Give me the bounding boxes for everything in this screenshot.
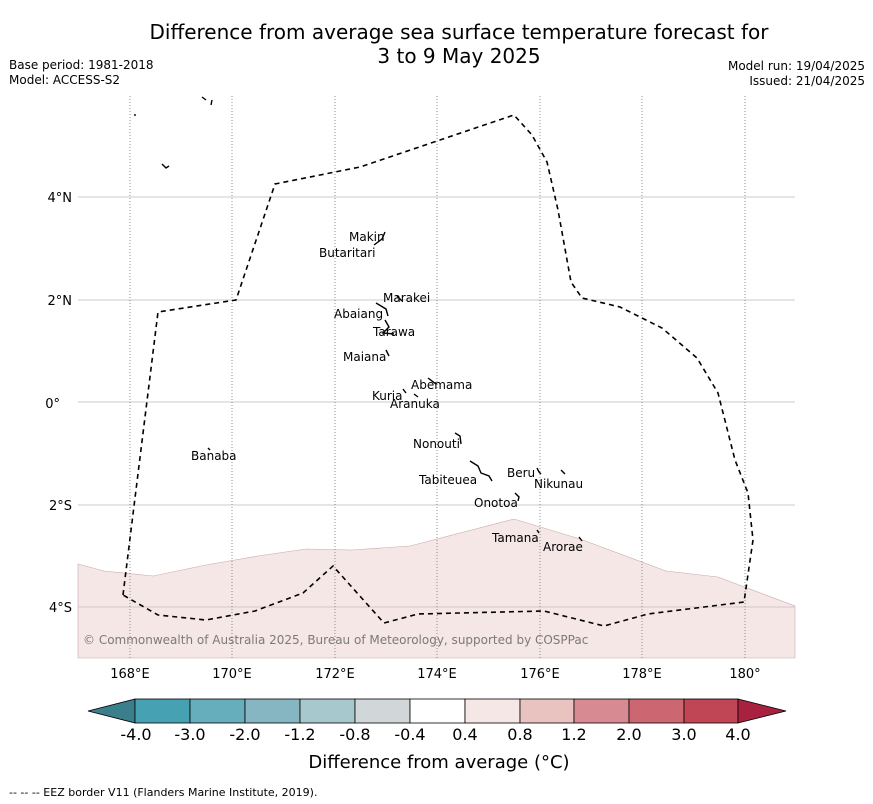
island-label-marakei: Marakei (383, 291, 430, 305)
colorbar-tick: -0.4 (394, 725, 425, 744)
island-label-maiana: Maiana (343, 350, 386, 364)
lat-gridlines (78, 196, 795, 608)
island-label-banaba: Banaba (191, 449, 237, 463)
y-tick-4n: 4°N (48, 191, 73, 206)
y-tick-2n: 2°N (48, 294, 73, 309)
colorbar-low-extension (87, 698, 136, 724)
island-label-nikunau: Nikunau (534, 477, 583, 491)
colorbar-tick: 4.0 (725, 725, 750, 744)
island-label-butaritari: Butaritari (319, 246, 376, 260)
colorbar-segment (299, 698, 356, 724)
colorbar-tick: -1.2 (284, 725, 315, 744)
colorbar-tick: 0.8 (507, 725, 532, 744)
x-tick-178e: 178°E (622, 667, 662, 682)
island-label-abaiang: Abaiang (334, 307, 383, 321)
island-label-aranuka: Aranuka (390, 397, 440, 411)
eez-legend: -- -- -- EEZ border V11 (Flanders Marine… (9, 786, 318, 799)
x-tick-174e: 174°E (417, 667, 457, 682)
x-tick-170e: 170°E (212, 667, 252, 682)
y-tick-4s: 4°S (49, 601, 72, 616)
colorbar (87, 698, 787, 724)
colorbar-segment (409, 698, 466, 724)
colorbar-segment (628, 698, 685, 724)
island-label-tarawa: Tarawa (372, 325, 415, 339)
x-tick-176e: 176°E (520, 667, 560, 682)
colorbar-label: Difference from average (°C) (308, 752, 570, 773)
colorbar-tick: -3.0 (174, 725, 205, 744)
colorbar-segment (519, 698, 575, 724)
colorbar-ticks: -4.0 -3.0 -2.0 -1.2 -0.8 -0.4 0.4 0.8 1.… (120, 725, 750, 744)
meta-left: Base period: 1981-2018 Model: ACCESS-S2 (9, 58, 154, 88)
island-label-makin: Makin (349, 230, 385, 244)
issued-date: Issued: 21/04/2025 (749, 74, 865, 88)
colorbar-segment (683, 698, 739, 724)
model-run: Model run: 19/04/2025 (727, 59, 865, 73)
model-name: Model: ACCESS-S2 (9, 73, 121, 87)
island-label-beru: Beru (507, 466, 535, 480)
colorbar-tick: -2.0 (229, 725, 260, 744)
x-tick-172e: 172°E (315, 667, 355, 682)
island-label-tamana: Tamana (491, 531, 539, 545)
copyright-notice: © Commonwealth of Australia 2025, Bureau… (83, 633, 588, 647)
colorbar-segment (573, 698, 630, 724)
lon-gridlines (129, 96, 746, 658)
colorbar-segment (244, 698, 301, 724)
x-tick-168e: 168°E (110, 667, 150, 682)
x-tick-180: 180° (729, 667, 760, 682)
base-period: Base period: 1981-2018 (9, 58, 154, 72)
island-label-abemama: Abemama (411, 378, 472, 392)
colorbar-segment (464, 698, 521, 724)
island-label-nonouti: Nonouti (413, 437, 460, 451)
colorbar-tick: 0.4 (452, 725, 477, 744)
y-tick-labels: 4°N 2°N 0° 2°S 4°S (45, 191, 72, 616)
y-tick-2s: 2°S (49, 499, 72, 514)
island-label-kuria: Kuria (372, 389, 403, 403)
colorbar-tick: 2.0 (616, 725, 641, 744)
colorbar-segment (189, 698, 246, 724)
island-labels: Makin Butaritari Marakei Abaiang Tarawa … (191, 230, 583, 554)
colorbar-segment (134, 698, 191, 724)
colorbar-tick: -4.0 (120, 725, 151, 744)
colorbar-tick: 1.2 (561, 725, 586, 744)
y-tick-0: 0° (45, 397, 60, 412)
island-label-onotoa: Onotoa (474, 496, 518, 510)
colorbar-tick: -0.8 (339, 725, 370, 744)
title-line-2: 3 to 9 May 2025 (377, 44, 541, 68)
island-label-tabiteuea: Tabiteuea (418, 473, 477, 487)
title-line-1: Difference from average sea surface temp… (149, 20, 769, 44)
island-shapes (134, 96, 583, 542)
x-tick-labels: 168°E 170°E 172°E 174°E 176°E 178°E 180° (110, 667, 760, 682)
colorbar-segment (354, 698, 411, 724)
meta-right: Model run: 19/04/2025 Issued: 21/04/2025 (728, 59, 865, 89)
map-title: Difference from average sea surface temp… (0, 20, 873, 68)
island-label-arorae: Arorae (543, 540, 583, 554)
colorbar-tick: 3.0 (671, 725, 696, 744)
colorbar-high-extension (737, 698, 787, 724)
